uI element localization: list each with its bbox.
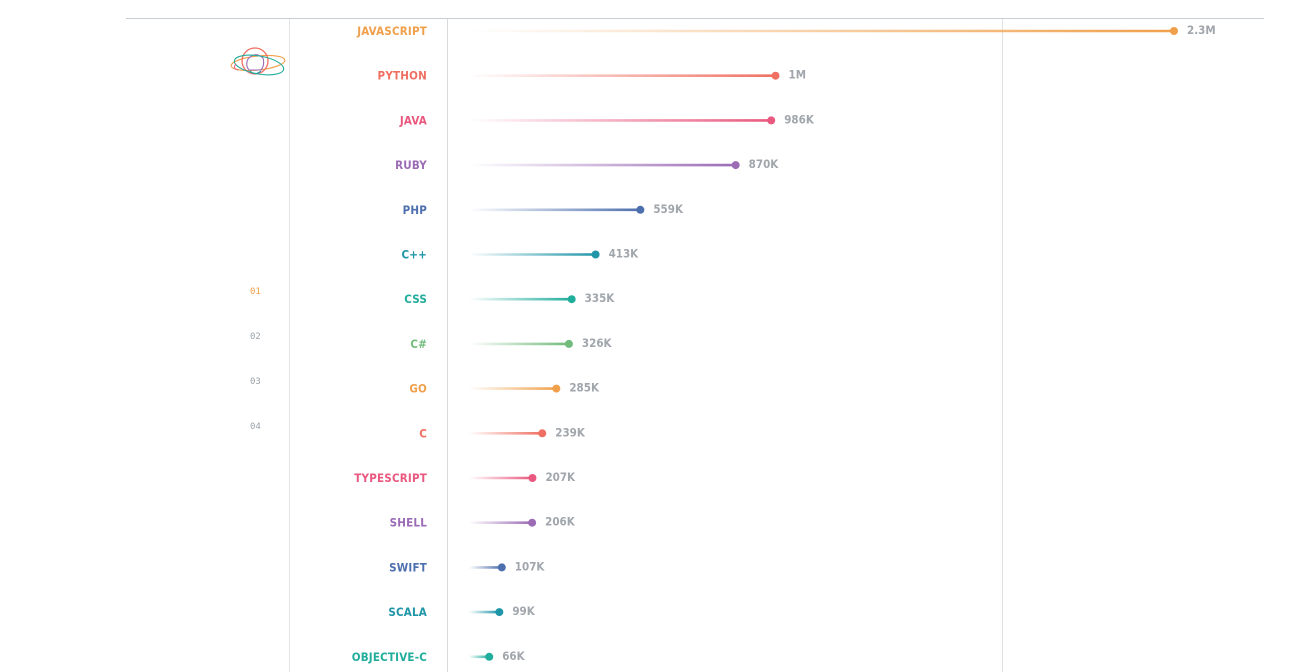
lollipop-dot-java[interactable]	[767, 116, 776, 125]
category-label-python: PYTHON	[378, 69, 427, 83]
lollipop-dot-python[interactable]	[771, 71, 780, 80]
value-label-c: 239K	[555, 425, 586, 439]
lollipop-dot-css[interactable]	[567, 295, 576, 304]
lollipop-dot-scala[interactable]	[495, 608, 504, 617]
lollipop-dot-ruby[interactable]	[731, 161, 740, 170]
category-label-ruby: RUBY	[395, 158, 427, 172]
step-04[interactable]: 04	[250, 422, 261, 432]
value-label-swift: 107K	[515, 559, 546, 573]
value-label-scala: 99K	[512, 604, 535, 618]
step-01[interactable]: 01	[250, 287, 261, 297]
lollipop-dot-php[interactable]	[636, 205, 645, 214]
category-label-javascript: JAVASCRIPT	[356, 24, 427, 38]
category-label-php: PHP	[403, 203, 428, 217]
chart-marks: JAVASCRIPT 2.3M PYTHON 1M JAVA 986K RUBY 870K PH…	[352, 23, 1216, 664]
lollipop-dot-c[interactable]	[538, 429, 547, 438]
category-label-shell: SHELL	[390, 516, 428, 530]
category-label-scala: SCALA	[388, 605, 427, 619]
lollipop-dot-shell[interactable]	[528, 518, 537, 527]
category-label-c: C	[419, 426, 427, 440]
value-label-javascript: 2.3M	[1187, 23, 1216, 37]
step-navigation: 01 02 03 04	[250, 285, 261, 465]
category-label-java: JAVA	[399, 113, 427, 127]
value-label-ruby: 870K	[749, 157, 780, 171]
left-divider	[289, 19, 290, 672]
category-label-css: CSS	[404, 292, 427, 306]
value-label-typescript: 207K	[545, 470, 576, 484]
chart-baseline	[447, 19, 448, 672]
value-label-csharp: 326K	[582, 336, 613, 350]
lollipop-dot-javascript[interactable]	[1170, 27, 1178, 35]
value-label-go: 285K	[569, 381, 600, 395]
category-label-typescript: TYPESCRIPT	[354, 471, 427, 485]
value-label-java: 986K	[784, 112, 815, 126]
step-02[interactable]: 02	[250, 332, 261, 342]
lollipop-dot-csharp[interactable]	[564, 339, 573, 348]
value-label-shell: 206K	[545, 515, 576, 529]
category-label-csharp: C#	[410, 337, 427, 351]
category-label-cpp: C++	[401, 248, 427, 262]
lollipop-dot-swift[interactable]	[497, 563, 506, 572]
value-label-php: 559K	[653, 202, 684, 216]
step-03[interactable]: 03	[250, 377, 261, 387]
octocat-logo-icon	[230, 47, 286, 76]
value-label-python: 1M	[789, 68, 807, 82]
value-label-css: 335K	[585, 291, 616, 305]
category-label-swift: SWIFT	[389, 560, 427, 574]
value-label-cpp: 413K	[609, 247, 640, 261]
lollipop-dot-objective-c[interactable]	[485, 652, 494, 661]
category-label-go: GO	[409, 382, 427, 396]
lollipop-dot-typescript[interactable]	[528, 474, 537, 482]
value-label-objective-c: 66K	[502, 649, 525, 663]
top-rule	[126, 18, 1264, 19]
lollipop-dot-cpp[interactable]	[591, 250, 600, 259]
lollipop-dot-go[interactable]	[552, 384, 561, 393]
category-label-objective-c: OBJECTIVE-C	[352, 650, 427, 664]
chart-reference-line	[1002, 19, 1003, 672]
